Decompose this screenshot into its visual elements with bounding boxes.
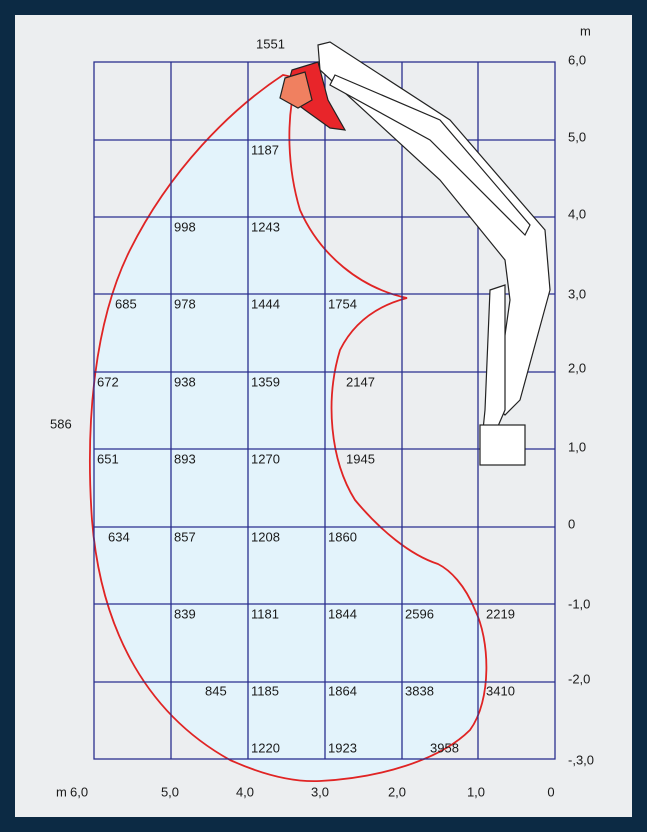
height-label: 1,0: [568, 439, 586, 454]
capacity: 3958: [430, 740, 459, 755]
capacity: 2147: [346, 374, 375, 389]
bottom-unit: m: [56, 784, 67, 799]
reach-label: 6,0: [70, 784, 88, 799]
capacity: 1187: [251, 142, 279, 157]
capacity: 651: [97, 451, 119, 466]
height-label: 2,0: [568, 360, 586, 375]
capacity: 1945: [346, 451, 375, 466]
capacity: 1208: [251, 529, 280, 544]
capacity: 3410: [486, 683, 515, 698]
height-label: 4,0: [568, 206, 586, 221]
height-label: 0: [568, 516, 575, 531]
capacity: 634: [108, 529, 130, 544]
height-label: 5,0: [568, 129, 586, 144]
diagram: m m 586 6,0 5,0 4,0 3,0 2,0 1,0 0 -1,0 -2,0 -,3,0…: [0, 0, 647, 832]
page: m m 586 6,0 5,0 4,0 3,0 2,0 1,0 0 -1,0 -2,0 -,3,0…: [0, 0, 647, 832]
capacity: 1864: [328, 683, 357, 698]
capacity: 938: [174, 374, 196, 389]
reach-label: 0: [547, 784, 554, 799]
capacity: 845: [205, 683, 227, 698]
capacity: 1860: [328, 529, 357, 544]
height-label: 6,0: [568, 52, 586, 67]
reach-label: 5,0: [161, 784, 179, 799]
capacity: 1923: [328, 740, 357, 755]
capacity: 685: [115, 296, 137, 311]
height-label: -2,0: [568, 671, 590, 686]
capacity: 3838: [405, 683, 434, 698]
capacity: 839: [174, 606, 196, 621]
reach-label: 4,0: [236, 784, 254, 799]
capacity: 1359: [251, 374, 280, 389]
capacity: 2596: [405, 606, 434, 621]
capacity: 1444: [251, 296, 280, 311]
capacity: 1551: [256, 36, 285, 51]
capacity: 1270: [251, 451, 280, 466]
capacity: 1181: [251, 606, 279, 621]
height-label: -,3,0: [568, 752, 594, 767]
reach-label: 3,0: [311, 784, 329, 799]
height-label: -1,0: [568, 596, 590, 611]
capacity: 1220: [251, 740, 280, 755]
capacity: 1844: [328, 606, 357, 621]
reach-label: 2,0: [388, 784, 406, 799]
top-unit: m: [580, 23, 591, 38]
reach-label: 1,0: [467, 784, 485, 799]
capacity: 857: [174, 529, 196, 544]
height-label: 3,0: [568, 286, 586, 301]
capacity: 978: [174, 296, 196, 311]
capacity: 893: [174, 451, 196, 466]
capacity: 672: [97, 374, 119, 389]
capacity: 1243: [251, 219, 280, 234]
capacity: 2219: [486, 606, 515, 621]
side-value: 586: [50, 416, 72, 431]
capacity: 998: [174, 219, 196, 234]
capacity: 1185: [251, 683, 279, 698]
capacity: 1754: [328, 296, 357, 311]
